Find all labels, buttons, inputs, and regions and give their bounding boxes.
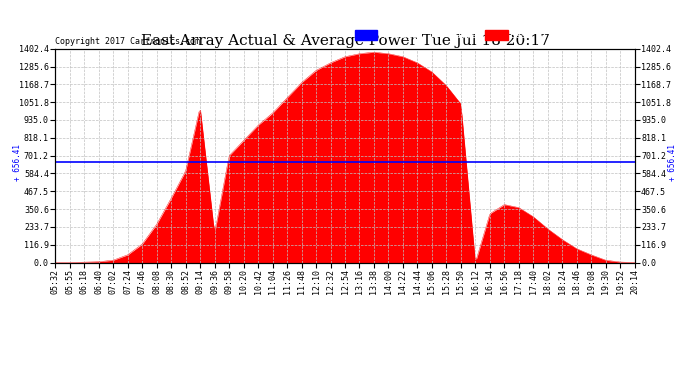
Title: East Array Actual & Average Power Tue Jul 18 20:17: East Array Actual & Average Power Tue Ju…	[141, 34, 549, 48]
Text: Copyright 2017 Cartronics.com: Copyright 2017 Cartronics.com	[55, 37, 200, 46]
Legend: Average  (DC Watts), East Array  (DC Watts): Average (DC Watts), East Array (DC Watts…	[353, 28, 630, 42]
Text: + 656.41: + 656.41	[13, 144, 22, 181]
Text: + 656.41: + 656.41	[668, 144, 677, 181]
